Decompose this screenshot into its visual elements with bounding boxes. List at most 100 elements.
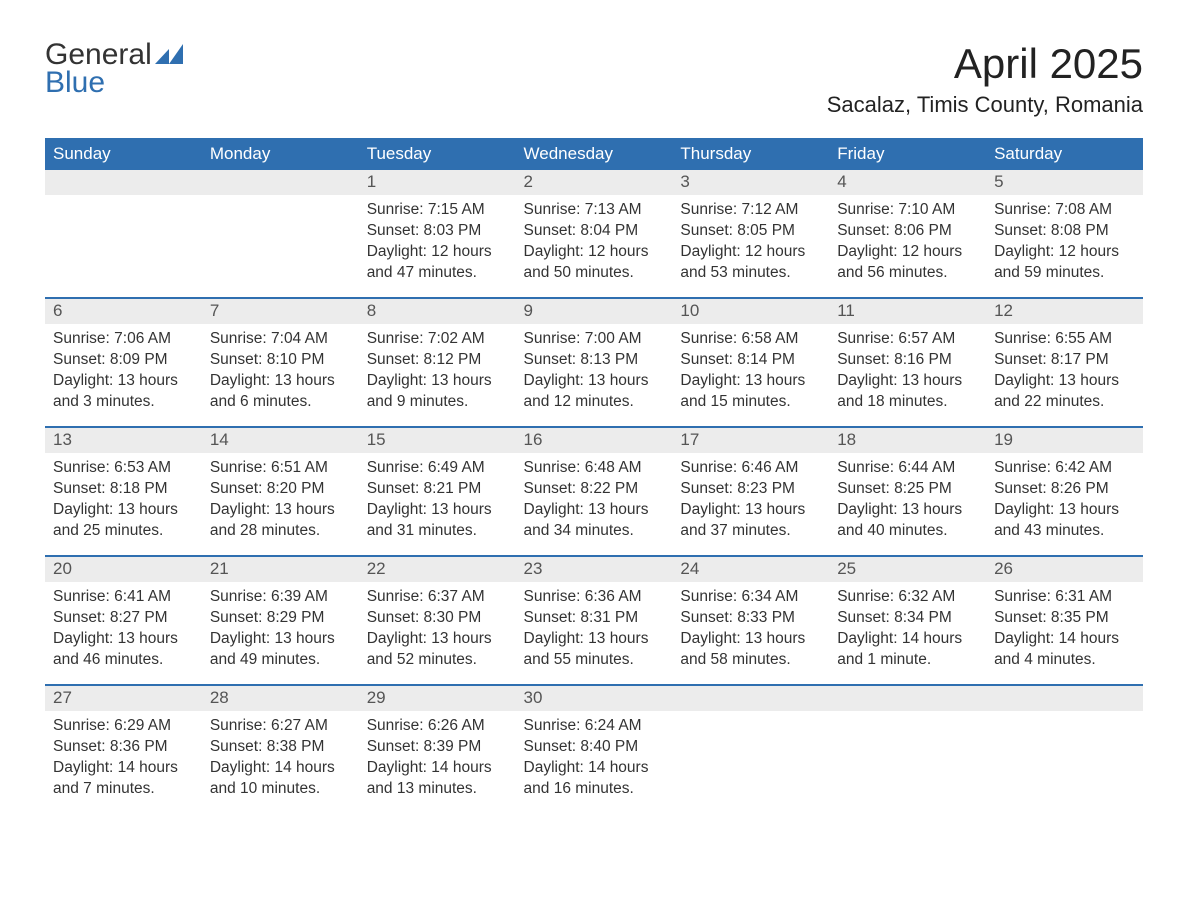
- daylight-line: Daylight: 12 hours and 59 minutes.: [994, 242, 1135, 284]
- sunset-line: Sunset: 8:29 PM: [210, 608, 351, 629]
- sunset-line: Sunset: 8:12 PM: [367, 350, 508, 371]
- sunrise-line: Sunrise: 6:29 AM: [53, 716, 194, 737]
- day-content: Sunrise: 6:55 AMSunset: 8:17 PMDaylight:…: [986, 324, 1143, 419]
- sunrise-line: Sunrise: 6:42 AM: [994, 458, 1135, 479]
- day-content: Sunrise: 7:13 AMSunset: 8:04 PMDaylight:…: [516, 195, 673, 290]
- day-content: Sunrise: 6:46 AMSunset: 8:23 PMDaylight:…: [672, 453, 829, 548]
- day-cell: 28Sunrise: 6:27 AMSunset: 8:38 PMDayligh…: [202, 686, 359, 814]
- sunrise-line: Sunrise: 7:02 AM: [367, 329, 508, 350]
- weekday-header: Tuesday: [359, 138, 516, 170]
- day-number: 28: [202, 686, 359, 711]
- day-cell: 29Sunrise: 6:26 AMSunset: 8:39 PMDayligh…: [359, 686, 516, 814]
- sunset-line: Sunset: 8:25 PM: [837, 479, 978, 500]
- sunrise-line: Sunrise: 7:12 AM: [680, 200, 821, 221]
- day-content: Sunrise: 7:00 AMSunset: 8:13 PMDaylight:…: [516, 324, 673, 419]
- day-content: Sunrise: 6:42 AMSunset: 8:26 PMDaylight:…: [986, 453, 1143, 548]
- logo: General Blue: [45, 40, 183, 98]
- day-content: Sunrise: 6:34 AMSunset: 8:33 PMDaylight:…: [672, 582, 829, 677]
- weekday-header: Sunday: [45, 138, 202, 170]
- daylight-line: Daylight: 14 hours and 16 minutes.: [524, 758, 665, 800]
- day-number: 29: [359, 686, 516, 711]
- day-number: 4: [829, 170, 986, 195]
- daylight-line: Daylight: 13 hours and 46 minutes.: [53, 629, 194, 671]
- sunset-line: Sunset: 8:09 PM: [53, 350, 194, 371]
- daylight-line: Daylight: 14 hours and 1 minute.: [837, 629, 978, 671]
- sunset-line: Sunset: 8:26 PM: [994, 479, 1135, 500]
- sunset-line: Sunset: 8:14 PM: [680, 350, 821, 371]
- day-content: Sunrise: 7:02 AMSunset: 8:12 PMDaylight:…: [359, 324, 516, 419]
- sunrise-line: Sunrise: 6:41 AM: [53, 587, 194, 608]
- sunrise-line: Sunrise: 6:36 AM: [524, 587, 665, 608]
- daylight-line: Daylight: 13 hours and 3 minutes.: [53, 371, 194, 413]
- sunrise-line: Sunrise: 7:06 AM: [53, 329, 194, 350]
- title-block: April 2025 Sacalaz, Timis County, Romani…: [827, 40, 1143, 118]
- day-cell: 10Sunrise: 6:58 AMSunset: 8:14 PMDayligh…: [672, 299, 829, 427]
- daylight-line: Daylight: 12 hours and 53 minutes.: [680, 242, 821, 284]
- day-cell: 8Sunrise: 7:02 AMSunset: 8:12 PMDaylight…: [359, 299, 516, 427]
- sunset-line: Sunset: 8:06 PM: [837, 221, 978, 242]
- daylight-line: Daylight: 13 hours and 34 minutes.: [524, 500, 665, 542]
- sunrise-line: Sunrise: 6:44 AM: [837, 458, 978, 479]
- day-number: [672, 686, 829, 711]
- day-content: Sunrise: 6:29 AMSunset: 8:36 PMDaylight:…: [45, 711, 202, 806]
- day-number: [45, 170, 202, 195]
- sunset-line: Sunset: 8:38 PM: [210, 737, 351, 758]
- day-number: 22: [359, 557, 516, 582]
- sunrise-line: Sunrise: 6:24 AM: [524, 716, 665, 737]
- day-number: 9: [516, 299, 673, 324]
- sunrise-line: Sunrise: 6:26 AM: [367, 716, 508, 737]
- sunset-line: Sunset: 8:33 PM: [680, 608, 821, 629]
- daylight-line: Daylight: 13 hours and 9 minutes.: [367, 371, 508, 413]
- daylight-line: Daylight: 13 hours and 40 minutes.: [837, 500, 978, 542]
- day-content: Sunrise: 6:53 AMSunset: 8:18 PMDaylight:…: [45, 453, 202, 548]
- day-cell: 22Sunrise: 6:37 AMSunset: 8:30 PMDayligh…: [359, 557, 516, 685]
- daylight-line: Daylight: 13 hours and 31 minutes.: [367, 500, 508, 542]
- day-cell: 23Sunrise: 6:36 AMSunset: 8:31 PMDayligh…: [516, 557, 673, 685]
- daylight-line: Daylight: 13 hours and 28 minutes.: [210, 500, 351, 542]
- sunrise-line: Sunrise: 6:48 AM: [524, 458, 665, 479]
- sunset-line: Sunset: 8:34 PM: [837, 608, 978, 629]
- weekday-header-row: Sunday Monday Tuesday Wednesday Thursday…: [45, 138, 1143, 170]
- day-content: Sunrise: 6:37 AMSunset: 8:30 PMDaylight:…: [359, 582, 516, 677]
- sunset-line: Sunset: 8:23 PM: [680, 479, 821, 500]
- daylight-line: Daylight: 13 hours and 49 minutes.: [210, 629, 351, 671]
- day-cell: 1Sunrise: 7:15 AMSunset: 8:03 PMDaylight…: [359, 170, 516, 298]
- daylight-line: Daylight: 13 hours and 37 minutes.: [680, 500, 821, 542]
- day-cell: 15Sunrise: 6:49 AMSunset: 8:21 PMDayligh…: [359, 428, 516, 556]
- weekday-header: Saturday: [986, 138, 1143, 170]
- day-cell: [202, 170, 359, 298]
- day-content: Sunrise: 7:04 AMSunset: 8:10 PMDaylight:…: [202, 324, 359, 419]
- day-cell: 4Sunrise: 7:10 AMSunset: 8:06 PMDaylight…: [829, 170, 986, 298]
- weekday-header: Monday: [202, 138, 359, 170]
- sunset-line: Sunset: 8:03 PM: [367, 221, 508, 242]
- sunrise-line: Sunrise: 6:57 AM: [837, 329, 978, 350]
- day-cell: 9Sunrise: 7:00 AMSunset: 8:13 PMDaylight…: [516, 299, 673, 427]
- sunrise-line: Sunrise: 7:00 AM: [524, 329, 665, 350]
- day-content: Sunrise: 6:51 AMSunset: 8:20 PMDaylight:…: [202, 453, 359, 548]
- week-row: 1Sunrise: 7:15 AMSunset: 8:03 PMDaylight…: [45, 170, 1143, 298]
- day-number: 30: [516, 686, 673, 711]
- sunrise-line: Sunrise: 6:53 AM: [53, 458, 194, 479]
- sunset-line: Sunset: 8:21 PM: [367, 479, 508, 500]
- day-cell: [829, 686, 986, 814]
- daylight-line: Daylight: 13 hours and 22 minutes.: [994, 371, 1135, 413]
- sunset-line: Sunset: 8:31 PM: [524, 608, 665, 629]
- sunrise-line: Sunrise: 7:04 AM: [210, 329, 351, 350]
- logo-mark-icon: [155, 40, 183, 70]
- day-cell: 3Sunrise: 7:12 AMSunset: 8:05 PMDaylight…: [672, 170, 829, 298]
- daylight-line: Daylight: 14 hours and 13 minutes.: [367, 758, 508, 800]
- daylight-line: Daylight: 13 hours and 52 minutes.: [367, 629, 508, 671]
- day-content: Sunrise: 7:06 AMSunset: 8:09 PMDaylight:…: [45, 324, 202, 419]
- day-number: 12: [986, 299, 1143, 324]
- daylight-line: Daylight: 13 hours and 12 minutes.: [524, 371, 665, 413]
- sunset-line: Sunset: 8:17 PM: [994, 350, 1135, 371]
- sunrise-line: Sunrise: 6:49 AM: [367, 458, 508, 479]
- sunrise-line: Sunrise: 6:34 AM: [680, 587, 821, 608]
- daylight-line: Daylight: 12 hours and 47 minutes.: [367, 242, 508, 284]
- sunrise-line: Sunrise: 6:51 AM: [210, 458, 351, 479]
- day-content: Sunrise: 6:39 AMSunset: 8:29 PMDaylight:…: [202, 582, 359, 677]
- sunrise-line: Sunrise: 7:15 AM: [367, 200, 508, 221]
- week-row: 27Sunrise: 6:29 AMSunset: 8:36 PMDayligh…: [45, 686, 1143, 814]
- subtitle: Sacalaz, Timis County, Romania: [827, 92, 1143, 118]
- day-content: Sunrise: 6:26 AMSunset: 8:39 PMDaylight:…: [359, 711, 516, 806]
